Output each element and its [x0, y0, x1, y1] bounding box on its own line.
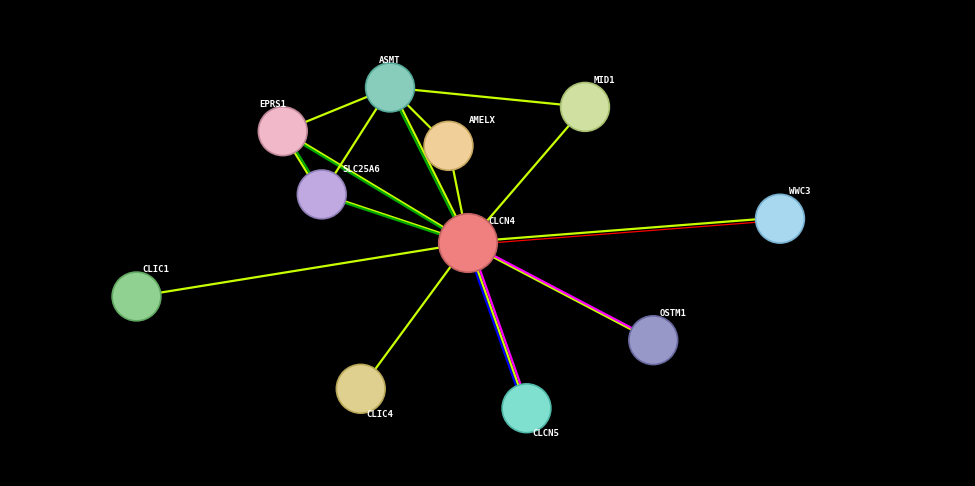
- Text: CLCN4: CLCN4: [488, 217, 516, 226]
- Text: OSTM1: OSTM1: [659, 309, 686, 318]
- Ellipse shape: [366, 63, 414, 112]
- Text: CLCN5: CLCN5: [532, 429, 560, 438]
- Ellipse shape: [258, 107, 307, 156]
- Ellipse shape: [629, 316, 678, 364]
- Text: CLIC1: CLIC1: [142, 265, 170, 274]
- Ellipse shape: [561, 83, 609, 131]
- Ellipse shape: [112, 272, 161, 321]
- Ellipse shape: [756, 194, 804, 243]
- Text: CLIC4: CLIC4: [367, 410, 394, 418]
- Text: MID1: MID1: [594, 76, 615, 85]
- Ellipse shape: [439, 214, 497, 272]
- Ellipse shape: [502, 384, 551, 433]
- Ellipse shape: [336, 364, 385, 413]
- Text: SLC25A6: SLC25A6: [342, 165, 379, 174]
- Ellipse shape: [424, 122, 473, 170]
- Text: WWC3: WWC3: [789, 188, 810, 196]
- Text: ASMT: ASMT: [379, 56, 401, 65]
- Text: AMELX: AMELX: [469, 116, 496, 125]
- Ellipse shape: [297, 170, 346, 219]
- Text: EPRS1: EPRS1: [259, 100, 287, 109]
